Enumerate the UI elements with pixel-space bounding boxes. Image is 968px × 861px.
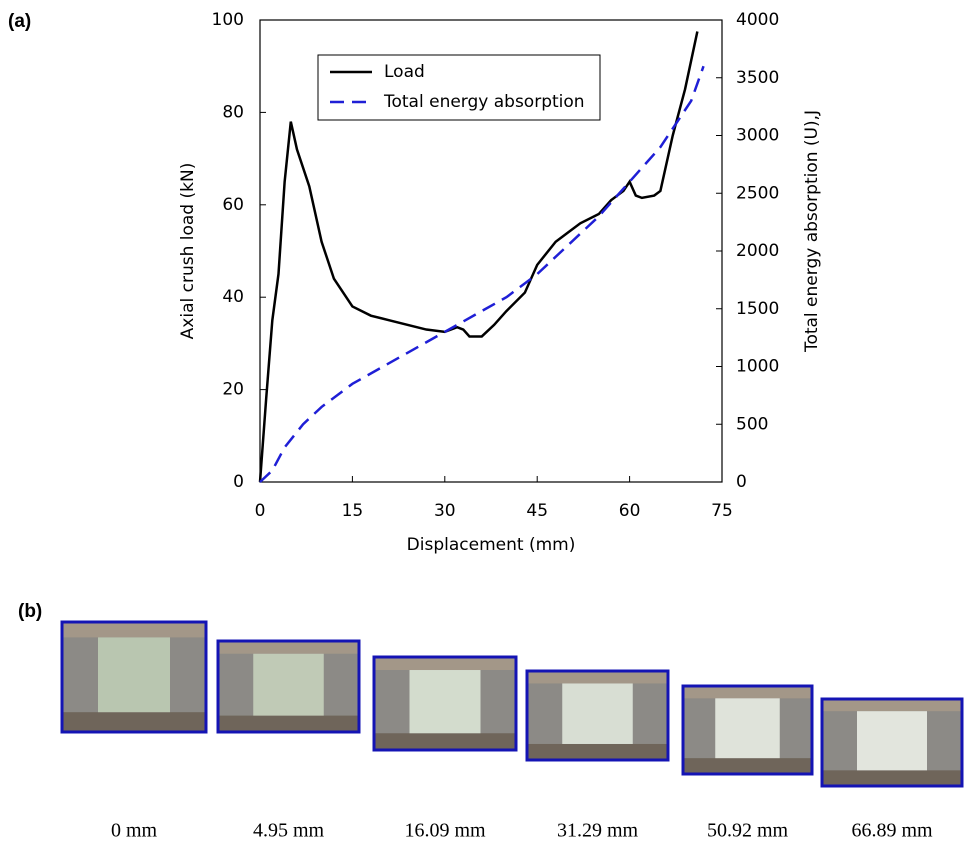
specimen xyxy=(253,653,324,716)
legend-box xyxy=(317,54,601,121)
photo-caption: 50.92 mm xyxy=(707,820,789,842)
bottom-plate xyxy=(218,715,359,732)
x-axis-label: Displacement (mm) xyxy=(407,535,576,555)
y-tick-label: 80 xyxy=(222,102,244,122)
top-plate xyxy=(62,622,206,638)
top-plate xyxy=(822,699,962,712)
series-line xyxy=(259,65,705,483)
y-tick-label: 100 xyxy=(212,10,244,30)
y2-tick-label: 4000 xyxy=(736,10,779,30)
x-tick-label: 0 xyxy=(255,501,266,521)
y-tick-label: 20 xyxy=(222,380,244,400)
y-tick-label: 0 xyxy=(233,472,244,492)
y2-tick-label: 3000 xyxy=(736,126,779,146)
top-plate xyxy=(683,686,812,699)
y2-tick-label: 2000 xyxy=(736,241,779,261)
photo-frame xyxy=(820,697,964,788)
series-line xyxy=(258,31,699,483)
chart: 0 15 30 45 60 7502040608010005001000150020002… xyxy=(178,10,822,555)
photos: 0 mm 4.95 mm 16.09 mm 31.29 mm 50.92 mm 66.89… xyxy=(60,620,964,842)
y2-tick-label: 1000 xyxy=(736,357,779,377)
y2-tick-label: 1500 xyxy=(736,299,779,319)
photo-caption: 4.95 mm xyxy=(253,820,325,842)
legend-label: Load xyxy=(384,62,425,82)
specimen xyxy=(857,711,927,771)
photo-caption: 31.29 mm xyxy=(557,820,639,842)
specimen xyxy=(715,698,780,759)
y2-tick-label: 0 xyxy=(736,472,747,492)
x-tick-label: 75 xyxy=(711,501,733,521)
photo-frame xyxy=(525,669,670,762)
legend-label: Total energy absorption xyxy=(383,92,585,112)
bottom-plate xyxy=(527,743,668,760)
y2-tick-label: 500 xyxy=(736,414,768,434)
photo-caption: 66.89 mm xyxy=(851,820,933,842)
x-tick-label: 15 xyxy=(342,501,364,521)
bottom-plate xyxy=(62,712,206,732)
y2-tick-label: 2500 xyxy=(736,183,779,203)
y-tick-label: 40 xyxy=(222,287,244,307)
y2-tick-label: 3500 xyxy=(736,68,779,88)
bottom-plate xyxy=(822,770,962,786)
photo-caption: 0 mm xyxy=(111,820,158,842)
x-tick-label: 30 xyxy=(434,501,456,521)
x-tick-label: 60 xyxy=(619,501,641,521)
specimen xyxy=(98,637,170,713)
y-axis-label: Axial crush load (kN) xyxy=(178,163,198,340)
specimen xyxy=(409,670,481,734)
photo-frame xyxy=(60,620,208,734)
x-tick-label: 45 xyxy=(526,501,548,521)
panel-label: (b) xyxy=(18,601,42,622)
panel-label: (a) xyxy=(8,11,31,32)
bottom-plate xyxy=(683,758,812,774)
photo-frame xyxy=(372,655,518,752)
top-plate xyxy=(527,671,668,684)
specimen xyxy=(562,683,633,744)
top-plate xyxy=(374,657,516,671)
photo-caption: 16.09 mm xyxy=(404,820,486,842)
top-plate xyxy=(218,641,359,654)
y2-axis-label: Total energy absorption (U),J xyxy=(802,110,822,353)
bottom-plate xyxy=(374,733,516,750)
photo-frame xyxy=(681,684,814,776)
y-tick-label: 60 xyxy=(222,195,244,215)
photo-frame xyxy=(216,639,361,734)
